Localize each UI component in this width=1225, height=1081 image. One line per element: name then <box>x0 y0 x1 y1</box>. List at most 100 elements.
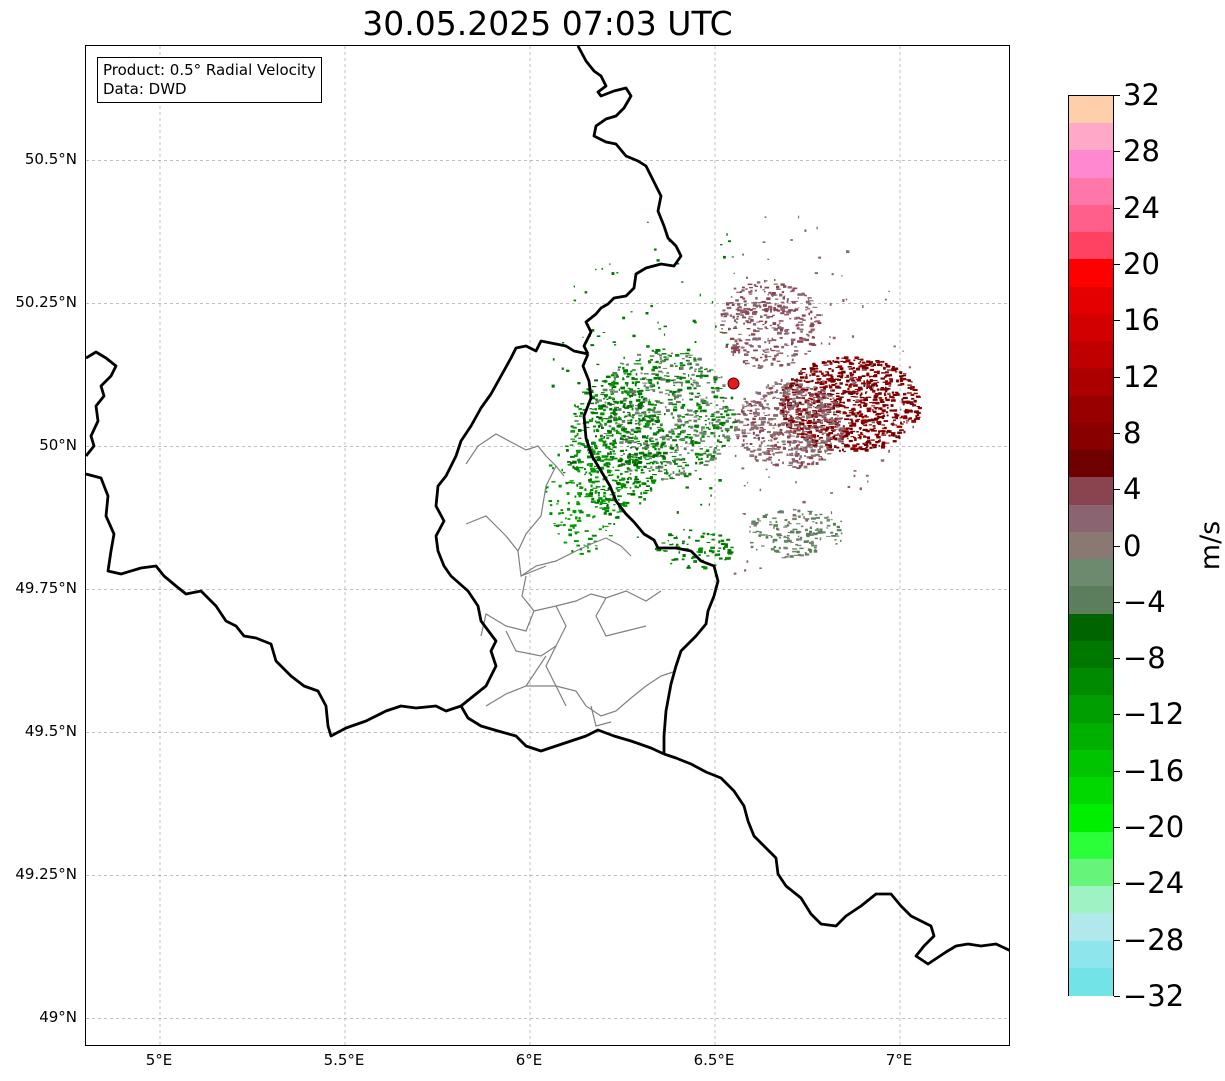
velocity-echo-pixel <box>609 459 613 461</box>
luxembourg-canton-boundary <box>485 655 547 707</box>
velocity-echo-pixel <box>632 436 634 439</box>
velocity-echo-pixel <box>858 404 862 406</box>
velocity-echo-pixel <box>803 540 809 543</box>
velocity-echo-pixel <box>618 415 621 418</box>
velocity-echo-pixel <box>716 439 720 443</box>
velocity-echo-pixel <box>819 397 824 401</box>
velocity-echo-pixel <box>671 432 675 435</box>
velocity-echo-pixel <box>668 533 672 537</box>
velocity-echo-pixel <box>808 397 812 399</box>
velocity-echo-pixel <box>845 390 851 393</box>
velocity-echo-pixel <box>869 363 872 366</box>
velocity-echo-pixel <box>852 404 857 406</box>
velocity-echo-pixel <box>633 393 637 397</box>
velocity-echo-pixel <box>692 381 698 384</box>
radar-site-marker[interactable] <box>727 377 740 390</box>
velocity-echo-pixel <box>671 352 673 355</box>
velocity-echo-pixel <box>880 360 885 363</box>
velocity-echo-pixel <box>773 294 778 296</box>
velocity-echo-pixel <box>587 494 593 498</box>
velocity-echo-pixel <box>696 405 699 407</box>
velocity-echo-pixel <box>773 414 779 417</box>
velocity-echo-pixel <box>873 427 876 429</box>
velocity-echo-pixel <box>781 432 784 435</box>
velocity-echo-pixel <box>758 444 762 448</box>
velocity-echo-pixel <box>652 389 656 392</box>
velocity-echo-pixel <box>663 325 667 328</box>
velocity-echo-pixel <box>792 466 797 468</box>
velocity-echo-pixel <box>706 542 711 544</box>
velocity-echo-pixel <box>596 458 601 462</box>
velocity-echo-pixel <box>865 424 867 427</box>
velocity-echo-pixel <box>771 349 776 352</box>
map-panel[interactable] <box>85 45 1010 1046</box>
velocity-echo-pixel <box>841 374 844 377</box>
velocity-echo-pixel <box>624 406 629 409</box>
velocity-echo-pixel <box>770 461 773 464</box>
velocity-echo-pixel <box>831 535 836 537</box>
velocity-echo-pixel <box>780 411 785 415</box>
velocity-echo-pixel <box>612 398 615 401</box>
velocity-echo-pixel <box>549 504 553 507</box>
velocity-echo-pixel <box>821 372 824 375</box>
velocity-echo-pixel <box>603 398 606 400</box>
velocity-echo-pixel <box>569 462 573 464</box>
velocity-echo-pixel <box>696 430 699 433</box>
velocity-echo-pixel <box>624 390 629 393</box>
velocity-echo-pixel <box>670 412 674 416</box>
velocity-echo-pixel <box>664 413 666 416</box>
velocity-echo-pixel <box>561 468 563 472</box>
velocity-echo-pixel <box>797 293 802 296</box>
velocity-echo-pixel <box>748 291 751 293</box>
velocity-echo-pixel <box>850 396 856 398</box>
velocity-echo-pixel <box>630 402 633 404</box>
velocity-echo-pixel <box>852 384 858 387</box>
velocity-echo-pixel <box>622 377 624 381</box>
velocity-echo-pixel <box>678 458 682 461</box>
velocity-echo-pixel <box>637 430 642 433</box>
velocity-echo-pixel <box>889 395 894 399</box>
velocity-echo-pixel <box>664 357 669 359</box>
velocity-echo-pixel <box>771 436 773 439</box>
velocity-echo-pixel <box>846 398 851 402</box>
velocity-echo-pixel <box>834 437 838 441</box>
velocity-echo-pixel <box>911 397 915 400</box>
velocity-echo-pixel <box>768 456 773 458</box>
velocity-echo-pixel <box>805 373 808 376</box>
velocity-echo-pixel <box>653 432 657 434</box>
velocity-echo-pixel <box>612 400 617 403</box>
velocity-echo-pixel <box>653 411 657 414</box>
velocity-echo-pixel <box>661 353 667 355</box>
velocity-echo-pixel <box>731 350 735 353</box>
velocity-echo-pixel <box>649 419 654 422</box>
velocity-echo-pixel <box>635 419 638 422</box>
velocity-echo-pixel <box>847 431 852 434</box>
colorbar-swatch <box>1069 450 1113 478</box>
velocity-echo-pixel <box>614 344 617 346</box>
velocity-echo-pixel <box>762 304 767 307</box>
velocity-echo-pixel <box>572 525 575 529</box>
velocity-echo-pixel <box>796 428 801 432</box>
velocity-echo-pixel <box>883 404 889 406</box>
velocity-echo-pixel <box>907 418 910 421</box>
velocity-echo-pixel <box>570 455 575 458</box>
colorbar-tick-label: −28 <box>1123 922 1185 957</box>
velocity-echo-pixel <box>567 481 573 484</box>
velocity-echo-pixel <box>661 402 664 404</box>
velocity-echo-pixel <box>782 461 784 465</box>
velocity-echo-pixel <box>865 474 869 477</box>
velocity-echo-pixel <box>617 459 623 463</box>
velocity-echo-pixel <box>645 386 649 389</box>
velocity-echo-pixel <box>720 539 725 542</box>
velocity-echo-pixel <box>819 381 822 384</box>
velocity-echo-pixel <box>875 402 879 405</box>
velocity-echo-pixel <box>789 555 794 558</box>
velocity-echo-pixel <box>595 476 599 479</box>
velocity-echo-pixel <box>724 427 730 431</box>
velocity-echo-pixel <box>600 385 604 387</box>
velocity-echo-pixel <box>605 434 610 437</box>
lat-tick-label: 49.25°N <box>15 865 77 884</box>
velocity-echo-pixel <box>670 428 674 432</box>
colorbar-tick-mark <box>1114 714 1120 716</box>
velocity-echo-pixel <box>745 339 751 341</box>
